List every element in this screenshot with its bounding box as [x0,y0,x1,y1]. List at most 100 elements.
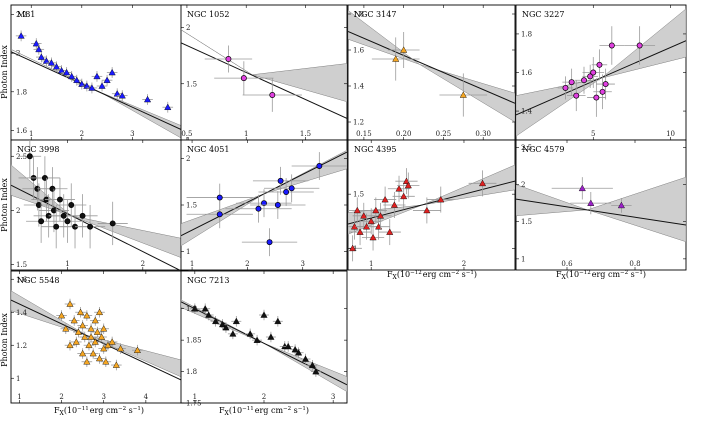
data-point [102,358,110,365]
data-point [423,206,431,214]
y-tick-label: 1.6 [353,47,365,55]
confidence-band [11,49,188,140]
data-point [369,233,377,241]
x-axis-labels: FX(10−12erg cm−2 s−1) FX(10−12erg cm−2 s−… [54,270,646,417]
x-tick-label: 1.5 [300,130,311,138]
x-axis-label-ngc7213: FX(10−11erg cm−2 s−1) [219,406,309,417]
y-tick-label: 1.2 [353,119,364,127]
data-point [87,325,95,332]
data-point [17,32,25,39]
x-tick-label: 0.8 [629,260,640,268]
x-tick-label: 2 [262,393,266,401]
y-tick-label: 1 [16,375,20,383]
data-point [617,201,625,209]
x-axis-label-ngc4579: FX(10−12erg cm−2 s−1) [556,270,646,281]
data-point [602,81,609,88]
data-point [87,333,95,340]
data-point [85,341,93,349]
x-axis-label-part: F [219,406,225,415]
data-point [308,361,316,369]
x-tick-label: 3 [331,393,335,401]
y-tick-label: 1.85 [186,337,202,345]
data-point [376,212,385,219]
y-tick-label: 1.8 [353,11,364,19]
y-tick-label: 2.5 [16,153,27,161]
x-tick-label: 1 [29,130,33,138]
x-axis-label-part: −11 [242,406,254,412]
x-tick-label: 1 [193,393,197,401]
data-point [83,82,91,89]
data-point [62,325,70,332]
data-point [395,185,403,192]
y-tick-label: 1.5 [186,202,197,210]
data-point [98,82,106,89]
x-axis-label-ngc5548: FX(10−11erg cm−2 s−1) [54,406,144,417]
fit-line [181,42,347,119]
data-point [79,212,86,219]
data-point [35,202,42,208]
data-point [100,325,108,332]
y-tick-label: 2 [521,181,525,189]
plot-area [11,30,188,140]
data-point [253,336,261,343]
data-point [83,311,91,319]
x-axis-label-part: erg cm [423,270,452,279]
panel-title: NGC 3227 [522,10,564,19]
x-tick-label: 10 [666,130,675,138]
data-point [356,228,364,235]
x-tick-label: 0.15 [356,130,372,138]
fit-line [516,40,686,116]
fit-line [11,184,181,270]
x-tick-label: 1 [17,393,21,401]
x-axis-label-part: −2 [118,406,126,412]
plot-area [181,149,347,257]
panel-ngc-3227: 5 10 1.4 1.6 1.8 NGC 3227 [515,4,687,141]
x-tick-label: 1 [65,260,69,268]
data-point [459,91,467,98]
ylabel-row-3: Photon Index [0,313,9,367]
panel-title: NGC 4579 [522,145,564,154]
plot-area [516,8,686,137]
x-axis-label-part: s [291,406,298,415]
data-point [88,84,96,91]
y-tick-label: 2.5 [521,144,532,152]
data-point [79,321,87,329]
x-axis-label-part: X [225,410,230,417]
x-axis-label-part: −1 [635,270,643,276]
data-point [93,328,101,335]
panel-ngc-7213: 1 2 3 1.75 1.8 1.85 1.9 NGC 7213 [180,270,348,408]
x-axis-label-part: −12 [410,270,422,276]
data-point [108,68,116,76]
x-tick-label: 3 [300,260,304,268]
x-axis-label-part: (10 [64,406,77,415]
data-point [104,341,112,349]
x-axis-label-part: erg cm [592,270,621,279]
y-tick-label: 2 [186,24,190,32]
y-tick-label: 1.8 [186,368,197,376]
panel-frame [180,270,348,404]
data-point [288,185,295,192]
x-axis-label-part: erg cm [255,406,284,415]
data-point [95,308,104,316]
data-point [596,61,603,68]
x-axis-label-ngc4395: FX(10−12erg cm−2 s−1) [387,270,477,281]
plot-area [11,140,188,270]
data-point [229,330,237,337]
panel-title: NGC 5548 [17,276,59,285]
data-point [52,63,61,70]
data-point [79,349,87,357]
data-point [37,53,45,60]
plot-area [181,299,347,392]
x-axis-label-part: erg cm [90,406,119,415]
x-tick-label: 2 [80,130,84,138]
y-tick-label: 2.2 [16,11,27,19]
data-point [291,345,299,353]
data-point [26,153,33,160]
data-point [400,46,408,53]
y-tick-label: 1 [353,245,357,253]
data-point [578,184,586,192]
x-tick-label: 1 [369,260,373,268]
plot-area [348,164,515,262]
x-tick-label: 3 [130,130,134,138]
y-tick-label: 1.5 [353,191,364,199]
